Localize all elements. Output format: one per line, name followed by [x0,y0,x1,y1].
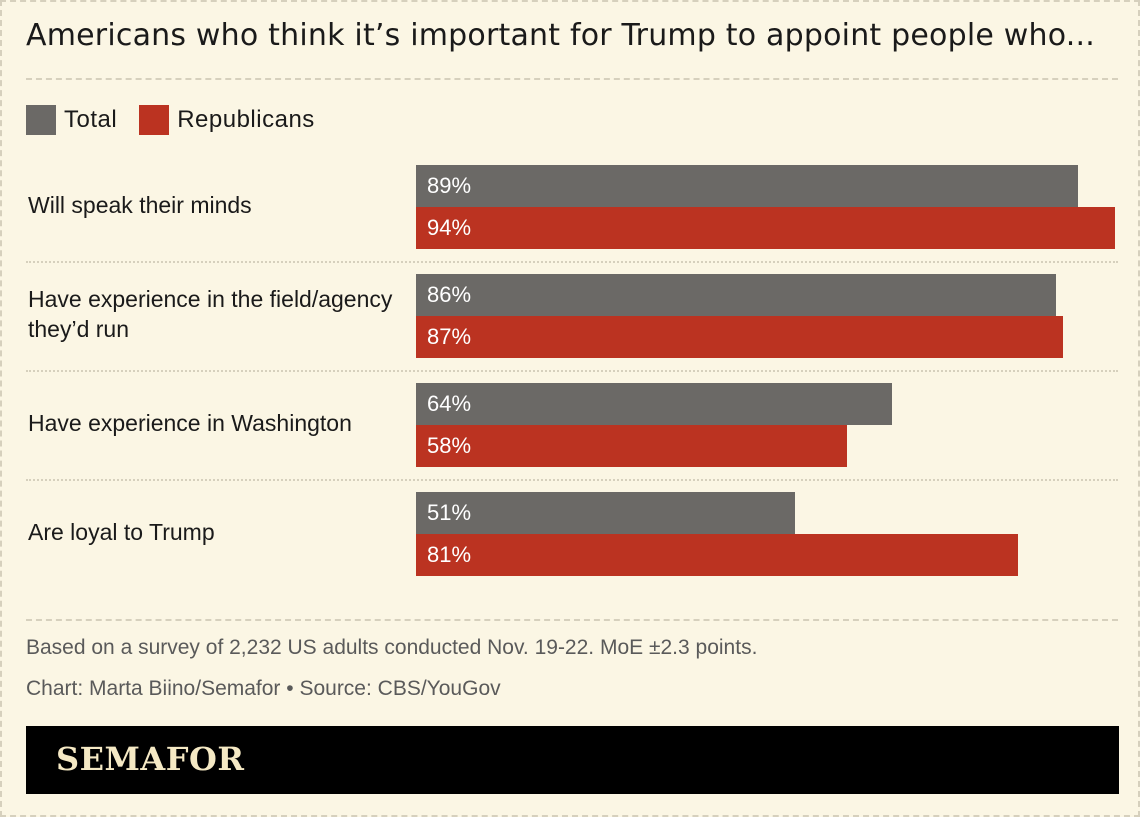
data-label-republicans: 94% [427,215,472,240]
data-label-total: 64% [427,391,472,416]
row-divider [26,370,1118,372]
bar-republicans [416,316,1063,358]
survey-note: Based on a survey of 2,232 US adults con… [26,636,758,659]
credit-note: Chart: Marta Biino/Semafor • Source: CBS… [26,677,501,700]
legend-item-total: Total [26,105,117,135]
bar-total [416,492,796,534]
row-divider [26,261,1118,263]
category-label: Are loyal to Trump [28,519,215,545]
chart-title: Americans who think it’s important for T… [26,18,1095,53]
footer-bar: SEMAFOR [26,726,1119,794]
notes-divider [26,619,1118,621]
data-label-republicans: 58% [427,433,472,458]
data-label-republicans: 81% [427,542,472,567]
legend-label-republicans: Republicans [177,106,315,133]
bar-total [416,274,1056,316]
legend-swatch-total [26,105,56,135]
bar-republicans [416,207,1115,249]
category-label: Have experience in Washington [28,410,352,436]
bar-republicans [416,534,1019,576]
legend-item-republicans: Republicans [139,105,315,135]
data-label-total: 51% [427,500,472,525]
bar-total [416,383,892,425]
title-divider [26,78,1118,80]
data-label-total: 89% [427,173,472,198]
row-divider [26,479,1118,481]
category-label: Will speak their minds [28,192,252,218]
data-label-republicans: 87% [427,324,472,349]
legend-label-total: Total [64,106,118,133]
legend: Total Republicans [26,105,315,135]
legend-swatch-republicans [139,105,170,135]
category-label: Have experience in the field/agency they… [28,286,393,342]
data-label-total: 86% [427,282,472,307]
semafor-logo: SEMAFOR [56,740,245,778]
bar-total [416,165,1078,207]
bar-republicans [416,425,848,467]
